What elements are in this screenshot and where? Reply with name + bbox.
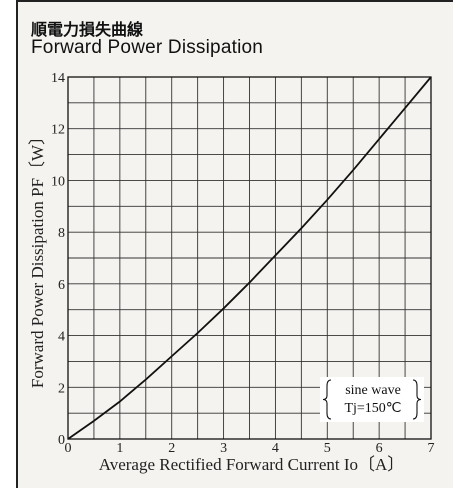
- x-tick-label: 4: [272, 441, 279, 456]
- grid-lines: [68, 77, 431, 439]
- legend-box: sine wave Tj=150℃: [320, 377, 424, 422]
- x-tick-label: 0: [65, 441, 72, 456]
- x-tick-label: 1: [116, 441, 123, 456]
- y-tick-label: 12: [51, 123, 65, 138]
- x-tick-label: 5: [324, 441, 331, 456]
- legend-label-tj: Tj=150℃: [344, 401, 401, 416]
- x-axis-label: Average Rectified Forward Current Io〔A〕: [99, 455, 405, 474]
- legend-background: [320, 377, 424, 422]
- chart-title-en: Forward Power Dissipation: [31, 37, 264, 58]
- legend-brace-right: [412, 379, 422, 420]
- y-tick-labels: 0 2 4 6 8 10 12 14: [51, 71, 65, 448]
- series-line: [67, 76, 432, 440]
- legend-label-wave: sine wave: [345, 383, 401, 398]
- plot-frame: [67, 76, 432, 440]
- y-tick-label: 14: [51, 71, 65, 86]
- x-tick-label: 6: [376, 441, 383, 456]
- legend-brace-left: [322, 379, 332, 420]
- x-tick-label: 7: [428, 441, 435, 456]
- y-tick-label: 6: [58, 278, 65, 293]
- y-tick-label: 8: [58, 226, 65, 241]
- y-tick-label: 0: [58, 433, 65, 448]
- x-tick-labels: 0 1 2 3 4 5 6 7: [65, 441, 435, 456]
- y-tick-label: 4: [58, 330, 65, 345]
- x-tick-label: 2: [168, 441, 175, 456]
- y-tick-label: 2: [58, 381, 65, 396]
- y-axis-label: Forward Power Dissipation PF〔W〕: [28, 128, 47, 388]
- x-tick-label: 3: [220, 441, 227, 456]
- y-tick-label: 10: [51, 174, 65, 189]
- chart-title-jp: 順電力損失曲線: [31, 20, 144, 39]
